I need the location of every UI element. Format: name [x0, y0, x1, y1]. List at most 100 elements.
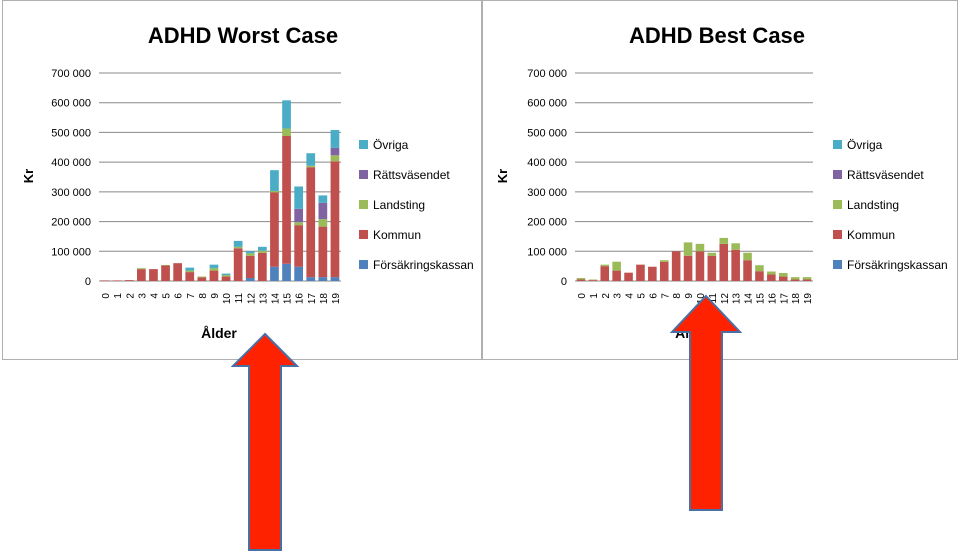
bar-segment: [257, 252, 267, 281]
x-tick-label: 4: [149, 293, 160, 299]
x-tick-label: 13: [732, 293, 743, 305]
bar-segment: [330, 161, 340, 278]
chart-title: ADHD Worst Case: [148, 23, 338, 48]
legend-swatch: [833, 260, 842, 269]
bar-segment: [306, 167, 316, 278]
bar-segment: [270, 170, 279, 191]
y-tick-label: 600 000: [527, 98, 567, 110]
x-tick-label: 19: [803, 293, 814, 305]
bar-segment: [209, 268, 219, 271]
bar-segment: [318, 202, 328, 220]
x-tick-label: 3: [613, 293, 624, 299]
legend-swatch: [359, 200, 368, 209]
x-tick-label: 16: [767, 293, 778, 305]
bar-segment: [270, 190, 279, 193]
bar-segment: [306, 165, 316, 168]
bar-segment: [294, 266, 304, 281]
y-axis-label: Kr: [495, 169, 510, 183]
bar-segment: [588, 280, 598, 281]
y-tick-label: 500 000: [527, 127, 567, 139]
bar-segment: [100, 280, 110, 281]
y-tick-label: 0: [85, 276, 91, 288]
bar-segment: [600, 266, 610, 281]
legend-label: Rättsväsendet: [373, 168, 450, 182]
bar-segment: [683, 255, 693, 281]
bar-segment: [282, 135, 291, 264]
bar-segment: [588, 279, 598, 281]
bar-segment: [612, 261, 621, 271]
chart-title: ADHD Best Case: [629, 23, 805, 48]
bar-segment: [767, 271, 776, 275]
x-tick-label: 11: [708, 293, 719, 304]
y-tick-label: 0: [561, 276, 567, 288]
y-tick-label: 700 000: [51, 68, 91, 80]
x-tick-label: 9: [210, 293, 221, 299]
x-tick-label: 17: [307, 293, 318, 305]
red-arrow-right: [669, 294, 743, 511]
y-tick-label: 100 000: [51, 246, 91, 258]
bar-segment: [755, 265, 764, 272]
bar-segment: [161, 264, 170, 266]
x-axis-label: Ålder: [201, 325, 237, 341]
legend-label: Kommun: [373, 228, 421, 242]
x-tick-label: 18: [319, 293, 330, 305]
y-tick-label: 600 000: [51, 98, 91, 110]
bar-segment: [330, 155, 340, 162]
bar-segment: [173, 263, 183, 281]
x-tick-label: 2: [125, 293, 136, 299]
bar-segment: [330, 130, 340, 148]
bar-segment: [790, 277, 800, 280]
bar-segment: [245, 253, 255, 256]
bar-segment: [576, 279, 586, 281]
bar-segment: [197, 276, 207, 278]
bar-segment: [330, 147, 340, 156]
legend-swatch: [833, 140, 842, 149]
x-tick-label: 16: [295, 293, 306, 305]
bar-segment: [282, 100, 291, 129]
x-tick-label: 11: [234, 293, 245, 304]
y-tick-label: 300 000: [51, 187, 91, 199]
x-tick-label: 7: [186, 293, 197, 299]
x-tick-label: 17: [779, 293, 790, 305]
legend-label: Kommun: [847, 228, 895, 242]
x-tick-label: 19: [331, 293, 342, 305]
x-tick-label: 6: [648, 293, 659, 299]
bar-segment: [707, 252, 717, 256]
x-tick-label: 18: [791, 293, 802, 305]
bar-segment: [185, 267, 195, 271]
worst-case-chart: ADHD Worst Case Kr Ålder 0 100 000 200 000…: [21, 23, 474, 341]
legend-swatch: [359, 140, 368, 149]
bar-segment: [743, 260, 752, 281]
bar-segment: [282, 263, 291, 281]
legend-label: Övriga: [373, 138, 409, 152]
legend-label: Övriga: [847, 138, 883, 152]
bar-segment: [778, 276, 788, 281]
x-tick-label: 5: [636, 293, 647, 299]
legend-label: Försäkringskassan: [847, 258, 948, 272]
bar-segment: [318, 277, 328, 281]
bar-segment: [318, 219, 328, 227]
bar-segment: [778, 272, 788, 277]
bar-segment: [185, 270, 195, 273]
bar-segment: [161, 265, 170, 281]
legend-label: Försäkringskassan: [373, 258, 474, 272]
bar-segment: [306, 153, 316, 166]
chart-panel-worst-case: ADHD Worst Case Kr Ålder 0 100 000 200 000…: [2, 0, 482, 360]
bar-segment: [124, 280, 134, 281]
x-tick-label: 10: [222, 293, 233, 305]
bar-segment: [245, 251, 255, 254]
bar-segment: [695, 243, 705, 252]
bar-segment: [755, 271, 764, 281]
bar-segment: [149, 269, 158, 281]
legend-swatch: [359, 260, 368, 269]
bar-segment: [270, 266, 279, 281]
y-tick-label: 100 000: [527, 246, 567, 258]
bar-segment: [600, 264, 610, 267]
bar-segment: [245, 278, 255, 281]
x-tick-label: 5: [162, 293, 173, 299]
y-tick-label: 500 000: [51, 127, 91, 139]
x-tick-label: 8: [672, 293, 683, 299]
y-axis-label: Kr: [21, 169, 36, 183]
bar-segment: [294, 222, 304, 226]
bar-segment: [767, 274, 776, 281]
